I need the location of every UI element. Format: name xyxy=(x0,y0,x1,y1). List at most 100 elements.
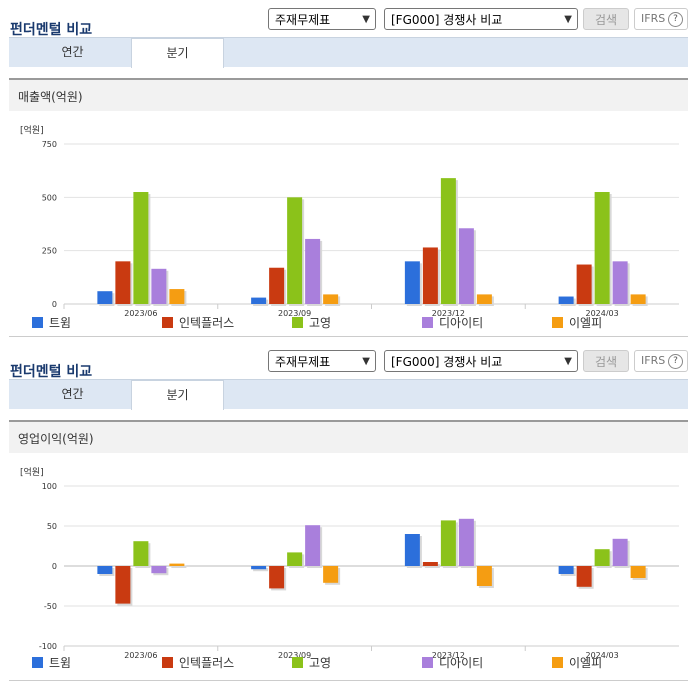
chevron-down-icon: ▼ xyxy=(564,14,572,25)
unit-label: [억원] xyxy=(20,124,44,136)
y-tick-label: -50 xyxy=(44,602,57,611)
bar xyxy=(323,294,339,304)
tab-quarterly[interactable]: 분기 xyxy=(131,380,224,410)
y-tick-label: 0 xyxy=(52,300,57,309)
bar xyxy=(594,192,610,304)
bar xyxy=(476,294,492,304)
legend-swatch xyxy=(32,657,43,668)
statement-select-value: 주재무제표 xyxy=(275,13,331,27)
bar xyxy=(251,297,267,304)
chevron-down-icon: ▼ xyxy=(564,356,572,367)
legend-label: 트윔 xyxy=(49,656,72,670)
legend-swatch xyxy=(292,657,303,668)
bar xyxy=(458,518,474,566)
legend-item[interactable]: 이엘피 xyxy=(552,654,602,671)
bar xyxy=(404,261,420,304)
legend-label: 인텍플러스 xyxy=(179,656,235,670)
section-header: 영업이익(억원) xyxy=(9,420,688,453)
bar xyxy=(287,197,303,304)
revenue-chart: [억원] 750 500 250 0 2023/06 2023/09 2023/12 2024/… xyxy=(20,124,679,316)
fundamental-panel-revenue: 펀더멘털 비교 주재무제표 ▼ [FG000] 경쟁사 비교 ▼ 검색 IFRS… xyxy=(0,8,696,338)
statement-select[interactable]: 주재무제표 ▼ xyxy=(268,350,376,372)
legend-label: 이엘피 xyxy=(569,656,603,670)
legend-label: 디아이티 xyxy=(439,656,484,670)
bar-shadow xyxy=(253,568,269,572)
legend-swatch xyxy=(552,317,563,328)
legend-item[interactable]: 인텍플러스 xyxy=(162,654,234,671)
tab-annual[interactable]: 연간 xyxy=(61,387,84,401)
bar xyxy=(287,552,303,566)
help-icon[interactable]: ? xyxy=(668,354,683,369)
bar xyxy=(612,538,628,566)
tab-annual[interactable]: 연간 xyxy=(61,45,84,59)
bar xyxy=(115,566,131,604)
bar xyxy=(305,525,321,566)
chart-legend: 트윔 인텍플러스 고영 디아이티 이엘피 xyxy=(0,314,696,332)
compare-select-value: [FG000] 경쟁사 비교 xyxy=(391,355,503,369)
legend-label: 이엘피 xyxy=(569,316,603,330)
bar xyxy=(558,566,574,574)
ifrs-button[interactable]: IFRS ? xyxy=(634,8,688,30)
legend-label: 고영 xyxy=(309,316,332,330)
help-icon[interactable]: ? xyxy=(668,12,683,27)
x-tick-label: 2024/03 xyxy=(586,309,619,316)
legend-item[interactable]: 이엘피 xyxy=(552,314,602,331)
legend-label: 디아이티 xyxy=(439,316,484,330)
legend-label: 트윔 xyxy=(49,316,72,330)
legend-label: 인텍플러스 xyxy=(179,316,235,330)
statement-select-value: 주재무제표 xyxy=(275,355,331,369)
period-tabs: 연간 분기 xyxy=(9,379,688,410)
bar xyxy=(323,566,339,583)
legend-item[interactable]: 인텍플러스 xyxy=(162,314,234,331)
compare-select[interactable]: [FG000] 경쟁사 비교 ▼ xyxy=(384,8,578,30)
bar xyxy=(169,289,185,304)
compare-select[interactable]: [FG000] 경쟁사 비교 ▼ xyxy=(384,350,578,372)
legend-swatch xyxy=(162,317,173,328)
y-tick-label: 0 xyxy=(52,562,57,571)
bar xyxy=(404,534,420,566)
bar xyxy=(97,566,113,574)
x-tick-label: 2024/03 xyxy=(586,651,619,658)
bar xyxy=(440,178,456,304)
legend-item[interactable]: 디아이티 xyxy=(422,654,483,671)
panel-header: 펀더멘털 비교 주재무제표 ▼ [FG000] 경쟁사 비교 ▼ 검색 IFRS… xyxy=(0,350,696,384)
tab-quarterly[interactable]: 분기 xyxy=(131,38,224,68)
legend-item[interactable]: 트윔 xyxy=(32,314,71,331)
bar xyxy=(422,562,438,566)
bar xyxy=(576,566,592,587)
divider xyxy=(9,680,688,681)
legend-item[interactable]: 고영 xyxy=(292,654,331,671)
bar xyxy=(594,549,610,566)
bar xyxy=(151,268,167,304)
bar-shadow xyxy=(171,565,187,568)
legend-item[interactable]: 트윔 xyxy=(32,654,71,671)
y-tick-label: 50 xyxy=(47,522,57,531)
legend-item[interactable]: 디아이티 xyxy=(422,314,483,331)
y-tick-label: 500 xyxy=(42,193,57,202)
bar xyxy=(97,291,113,304)
legend-item[interactable]: 고영 xyxy=(292,314,331,331)
ifrs-button[interactable]: IFRS ? xyxy=(634,350,688,372)
bar xyxy=(422,247,438,304)
divider xyxy=(9,336,688,337)
panel-title: 펀더멘털 비교 xyxy=(10,22,93,38)
x-tick-label: 2023/06 xyxy=(124,651,157,658)
bar xyxy=(305,238,321,304)
bar xyxy=(458,228,474,304)
x-tick-label: 2023/06 xyxy=(124,309,157,316)
section-label: 영업이익(억원) xyxy=(18,432,94,446)
bar xyxy=(133,192,149,304)
x-tick-label: 2023/12 xyxy=(432,309,465,316)
x-tick-label: 2023/09 xyxy=(278,309,311,316)
chevron-down-icon: ▼ xyxy=(362,14,370,25)
bar xyxy=(269,267,285,304)
search-button[interactable]: 검색 xyxy=(583,350,629,372)
bar xyxy=(251,566,267,570)
statement-select[interactable]: 주재무제표 ▼ xyxy=(268,8,376,30)
bar xyxy=(151,566,167,574)
bar xyxy=(169,563,185,566)
search-button[interactable]: 검색 xyxy=(583,8,629,30)
section-label: 매출액(억원) xyxy=(18,90,83,104)
period-tabs: 연간 분기 xyxy=(9,37,688,68)
unit-label: [억원] xyxy=(20,466,44,478)
